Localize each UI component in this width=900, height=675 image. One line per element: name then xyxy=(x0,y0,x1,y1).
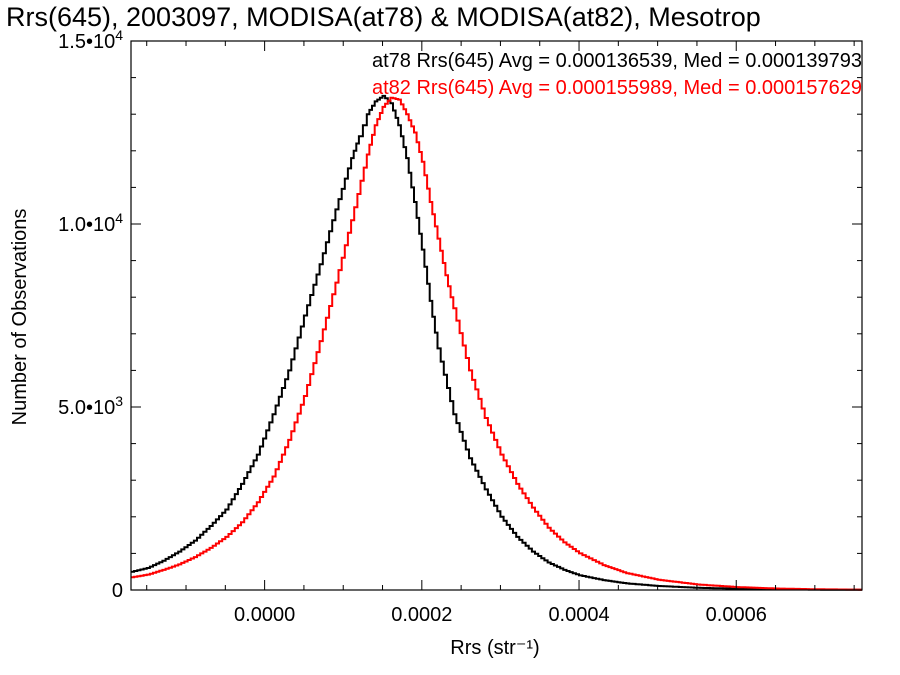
series-layer xyxy=(131,94,862,591)
series-line-at78 xyxy=(131,94,862,591)
legend-entry-at82: at82 Rrs(645) Avg = 0.000155989, Med = 0… xyxy=(372,77,862,99)
x-tick-label: 0.0002 xyxy=(391,604,452,626)
x-tick-label: 0.0004 xyxy=(548,604,609,626)
x-tick-label: 0.0000 xyxy=(234,604,295,626)
x-axis-label: Rrs (str⁻¹) xyxy=(450,637,539,659)
y-axis-label: Number of Observations xyxy=(9,209,31,426)
y-tick-label: 0 xyxy=(112,580,123,602)
legend-entry-at78: at78 Rrs(645) Avg = 0.000136539, Med = 0… xyxy=(372,50,862,72)
plot-frame xyxy=(130,40,863,591)
y-tick-label: 1.5•104 xyxy=(58,27,123,53)
y-tick-label: 1.0•104 xyxy=(58,210,123,236)
chart-title: Rrs(645), 2003097, MODISA(at78) & MODISA… xyxy=(6,2,761,32)
y-tick-label: 5.0•103 xyxy=(58,393,123,419)
legend: at78 Rrs(645) Avg = 0.000136539, Med = 0… xyxy=(372,50,862,99)
x-tick-label: 0.0006 xyxy=(706,604,767,626)
y-axis-ticks: 0 5.0•103 1.0•104 1.5•104 xyxy=(58,27,862,602)
series-line-at82 xyxy=(131,96,862,591)
x-axis-ticks: 0.0000 0.0002 0.0004 0.0006 xyxy=(146,41,855,626)
